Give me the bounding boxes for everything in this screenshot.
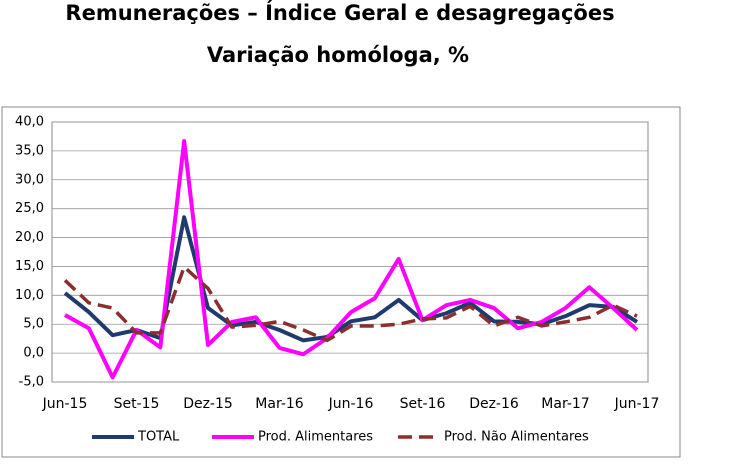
x-tick-label: Jun-17 xyxy=(614,396,660,412)
y-tick-label: 25,0 xyxy=(15,201,44,216)
x-tick-label: Mar-16 xyxy=(255,396,303,412)
legend-label: TOTAL xyxy=(137,430,180,445)
chart-subtitle: Variação homóloga, % xyxy=(207,43,469,67)
series-line xyxy=(64,139,639,380)
x-tick-label: Mar-17 xyxy=(541,396,589,412)
plot-area xyxy=(51,121,649,383)
legend-label: Prod. Não Alimentares xyxy=(444,430,589,445)
y-tick-label: 30,0 xyxy=(15,172,44,187)
y-tick-label: 0,0 xyxy=(23,346,44,361)
x-tick-label: Set-15 xyxy=(114,396,160,412)
y-tick-label: 5,0 xyxy=(23,317,44,332)
y-tick-label: 15,0 xyxy=(15,259,44,274)
x-tick-label: Dez-16 xyxy=(469,396,519,412)
chart-title: Remunerações – Índice Geral e desagregaç… xyxy=(65,0,614,25)
x-tick-label: Jun-16 xyxy=(328,396,374,412)
y-tick-label: 10,0 xyxy=(15,288,44,303)
x-tick-label: Set-16 xyxy=(400,396,446,412)
series-line xyxy=(63,265,638,343)
y-tick-label: -5,0 xyxy=(19,375,44,390)
y-tick-label: 20,0 xyxy=(15,230,44,245)
y-tick-label: 40,0 xyxy=(15,115,44,130)
x-tick-label: Dez-15 xyxy=(183,396,233,412)
chart-frame xyxy=(1,106,681,458)
series-line xyxy=(63,215,639,343)
x-tick-label: Jun-15 xyxy=(42,396,88,412)
y-tick-label: 35,0 xyxy=(15,143,44,158)
legend-label: Prod. Alimentares xyxy=(258,430,373,445)
